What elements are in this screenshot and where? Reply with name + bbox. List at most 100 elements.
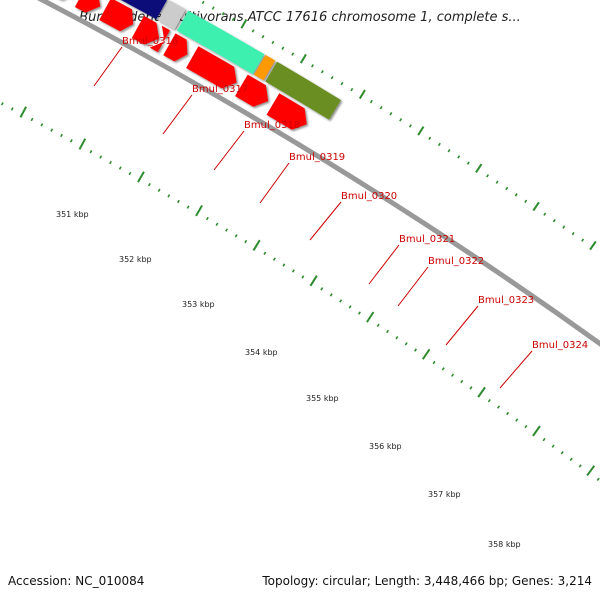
- label-leader-lines: [93, 46, 533, 389]
- outer-major-tick: [299, 53, 307, 64]
- inner-major-tick: [309, 275, 318, 287]
- cog-feature-6: [158, 0, 186, 30]
- leader-line: [162, 94, 193, 135]
- inner-minor-tick: [569, 457, 573, 462]
- inner-minor-tick: [291, 269, 295, 273]
- backbone-outer-line: [36, 0, 600, 347]
- outer-minor-tick: [562, 225, 566, 229]
- leader-line: [93, 46, 123, 87]
- cds-feature-7: [149, 25, 171, 53]
- outer-minor-tick: [447, 149, 451, 153]
- outer-major-tick: [589, 240, 597, 251]
- outer-minor-tick: [389, 112, 393, 116]
- inner-minor-tick: [487, 398, 491, 403]
- outer-minor-tick: [221, 12, 225, 16]
- inner-minor-tick: [215, 222, 219, 226]
- leader-line: [368, 244, 400, 285]
- inner-minor-tick: [282, 263, 286, 267]
- inner-major-tick: [137, 171, 145, 183]
- inner-minor-tick: [524, 424, 528, 429]
- outer-minor-tick: [514, 193, 518, 197]
- cds-feature-10: [235, 74, 269, 107]
- leader-line: [445, 305, 479, 346]
- outer-minor-tick: [543, 212, 547, 216]
- inner-minor-tick: [329, 293, 333, 297]
- gene-label-bmul_0324: Bmul_0324: [532, 340, 588, 351]
- gene-label-bmul_0318: Bmul_0318: [244, 120, 300, 131]
- outer-minor-tick: [350, 87, 354, 92]
- inner-minor-tick: [339, 299, 343, 303]
- inner-major-tick: [366, 311, 375, 323]
- cds-feature-11: [266, 93, 307, 130]
- gene-label-bmul_0319: Bmul_0319: [289, 152, 345, 163]
- inner-minor-tick: [118, 166, 122, 170]
- inner-minor-tick: [320, 287, 324, 291]
- outer-minor-tick: [271, 40, 275, 45]
- inner-major-tick: [252, 239, 261, 251]
- topology-summary: Topology: circular; Length: 3,448,466 bp…: [262, 574, 592, 588]
- inner-minor-tick: [432, 360, 436, 365]
- accession-text: Accession: NC_010084: [8, 574, 145, 588]
- inner-minor-tick: [89, 149, 93, 154]
- inner-minor-tick: [177, 199, 180, 204]
- cog-feature-5: [121, 0, 167, 20]
- outer-major-tick: [240, 19, 248, 29]
- cds-feature-9: [186, 46, 237, 89]
- inner-minor-tick: [205, 216, 209, 221]
- outer-major-tick: [417, 126, 425, 136]
- inner-minor-tick: [413, 348, 417, 352]
- outer-minor-tick: [379, 105, 383, 110]
- gene-label-bmul_0316: Bmul_0316: [122, 36, 178, 47]
- inner-minor-tick: [496, 405, 501, 409]
- inner-major-tick: [477, 386, 486, 398]
- cds-feature-5: [99, 0, 134, 32]
- inner-minor-tick: [551, 444, 555, 448]
- inner-minor-tick: [60, 133, 63, 138]
- kbp-label: 355 kbp: [306, 394, 339, 403]
- kbp-label: 352 kbp: [119, 255, 152, 264]
- gene-label-bmul_0317: Bmul_0317: [192, 84, 248, 95]
- gene-labels: Bmul_0316 Bmul_0317 Bmul_0318 Bmul_0319 Bmul…: [122, 36, 588, 351]
- inner-minor-tick: [578, 464, 582, 468]
- inner-minor-tick: [357, 311, 361, 315]
- kbp-label: 357 kbp: [428, 490, 461, 499]
- outer-minor-tick: [231, 17, 235, 22]
- inner-major-tick: [421, 348, 431, 360]
- cds-feature-8: [163, 33, 188, 62]
- outer-minor-tick: [340, 81, 344, 86]
- outer-minor-tick: [428, 136, 432, 140]
- backbone-ring: [36, 0, 600, 347]
- inner-minor-tick: [404, 342, 408, 346]
- outer-minor-tick: [201, 0, 205, 5]
- inner-minor-tick: [109, 160, 112, 165]
- outer-minor-tick: [466, 161, 470, 165]
- outer-minor-tick: [571, 231, 575, 236]
- inner-minor-tick: [596, 477, 600, 481]
- inner-minor-tick: [542, 437, 546, 442]
- inner-minor-tick: [376, 323, 380, 327]
- outer-minor-tick: [291, 52, 295, 56]
- outer-major-tick: [358, 89, 366, 100]
- kbp-label: 353 kbp: [182, 300, 215, 309]
- cog-feature-9: [265, 61, 341, 120]
- kbp-label: 356 kbp: [369, 442, 402, 451]
- inner-minor-tick: [30, 117, 34, 122]
- inner-minor-tick: [99, 155, 103, 159]
- outer-minor-tick: [281, 46, 285, 50]
- inner-minor-tick: [560, 451, 564, 455]
- outer-minor-tick: [251, 29, 255, 33]
- inner-minor-tick: [147, 182, 151, 187]
- outer-minor-tick: [437, 142, 441, 147]
- cog-feature-8: [253, 54, 276, 81]
- cog-feature-7: [176, 10, 265, 75]
- leader-line: [397, 266, 429, 307]
- leader-line: [499, 350, 533, 389]
- inner-major-tick: [532, 425, 541, 437]
- leader-line: [213, 130, 245, 171]
- kbp-labels: 351 kbp 352 kbp 353 kbp 354 kbp 355 kbp 356 k…: [56, 210, 521, 549]
- gene-label-bmul_0323: Bmul_0323: [478, 295, 534, 306]
- outer-minor-tick: [581, 238, 585, 242]
- inner-minor-tick: [167, 194, 171, 198]
- inner-minor-tick: [225, 228, 229, 232]
